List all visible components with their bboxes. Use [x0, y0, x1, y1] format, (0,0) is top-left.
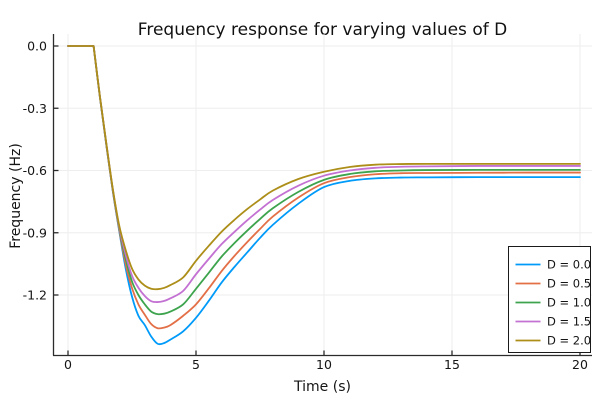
y-tick-label: -0.6	[23, 163, 47, 178]
y-tick-label: 0.0	[27, 39, 47, 54]
legend-label: D = 1.5	[547, 315, 591, 329]
x-tick-label: 15	[444, 357, 460, 372]
series-line-d-2.0	[67, 45, 581, 291]
chart-title: Frequency response for varying values of…	[137, 20, 508, 40]
x-tick-label: 20	[572, 357, 588, 372]
series-line-d-1.0	[67, 45, 581, 316]
series-line-d-0.5	[67, 45, 581, 330]
x-tick-label: 10	[316, 357, 332, 372]
y-tick-label: -1.2	[23, 288, 47, 303]
x-tick-label: 0	[64, 357, 72, 372]
y-tick-label: -0.9	[23, 225, 47, 240]
legend-label: D = 0.0	[547, 258, 591, 272]
y-tick-label: -0.3	[23, 101, 47, 116]
x-axis-label: Time (s)	[294, 379, 351, 395]
x-tick-label: 5	[192, 357, 200, 372]
legend-label: D = 0.5	[547, 277, 591, 291]
series-line-d-1.5	[67, 45, 581, 303]
legend-label: D = 2.0	[547, 334, 591, 348]
legend-label: D = 1.0	[547, 296, 591, 310]
